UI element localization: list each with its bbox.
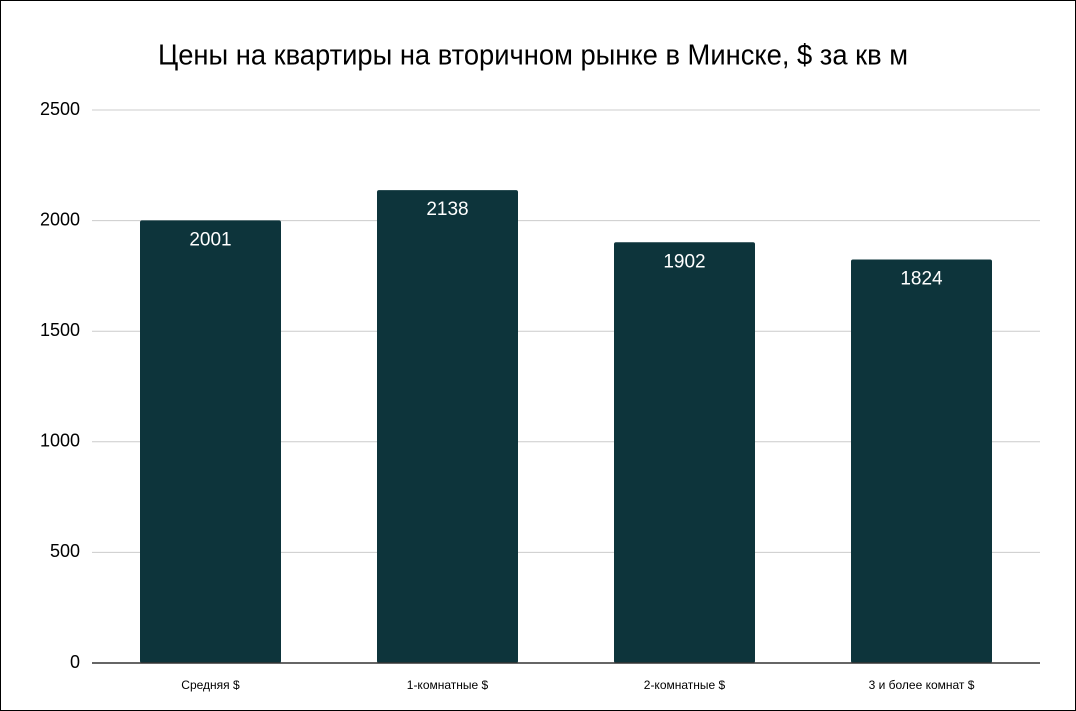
x-tick-label: 3 и более комнат $	[869, 678, 975, 692]
y-tick-label: 1000	[40, 431, 80, 451]
y-tick-label: 0	[70, 652, 80, 672]
value-label: 1902	[663, 251, 705, 272]
x-tick-label: 1-комнатные $	[407, 678, 489, 692]
chart-title: Цены на квартиры на вторичном рынке в Ми…	[158, 40, 908, 72]
bar	[377, 190, 518, 663]
y-tick-label: 2000	[40, 209, 80, 229]
x-tick-label: 2-комнатные $	[644, 678, 726, 692]
value-label: 1824	[900, 269, 943, 290]
y-tick-label: 2500	[40, 99, 80, 119]
value-label: 2138	[426, 199, 468, 220]
bar	[140, 220, 281, 664]
y-tick-label: 500	[50, 541, 80, 561]
x-tick-label: Средняя $	[181, 678, 240, 692]
bar	[851, 259, 992, 663]
bar	[614, 242, 755, 664]
y-tick-label: 1500	[40, 320, 80, 340]
value-label: 2001	[189, 229, 231, 250]
